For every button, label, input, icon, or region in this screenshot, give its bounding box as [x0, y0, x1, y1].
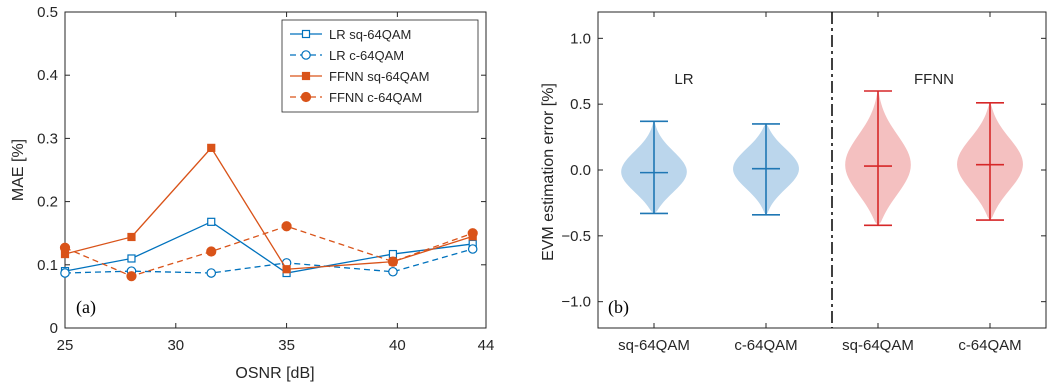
legend-marker-ffnn-sq-64qam: [301, 71, 311, 81]
chart-b-y-tick-label: 1.0: [570, 30, 591, 47]
chart-a-legend: LR sq-64QAM LR c-64QAM FFNN sq-64QAM FFNN c…: [281, 19, 479, 113]
chart-b-group-label-ffnn: FFNN: [914, 71, 954, 88]
data-point-ffnn-c-64qam: [206, 246, 217, 257]
chart-b-y-axis-label: EVM estimation error [%]: [540, 83, 557, 261]
chart-a-y-tick-label: 0.5: [37, 4, 58, 21]
data-point-ffnn-c-64qam: [467, 228, 478, 239]
legend-label-lr-c-64qam: LR c-64QAM: [329, 48, 404, 63]
chart-a-y-tick-label: 0: [50, 320, 58, 337]
legend-label-ffnn-sq-64qam: FFNN sq-64QAM: [329, 69, 429, 84]
chart-a-x-tick-label: 35: [278, 337, 295, 354]
legend-label-lr-sq-64qam: LR sq-64QAM: [329, 27, 411, 42]
chart-b-violins: [621, 90, 1023, 227]
legend-label-ffnn-c-64qam: FFNN c-64QAM: [329, 90, 422, 105]
data-point-lr-sq-64qam: [127, 254, 136, 263]
chart-a-x-tick-label: 30: [167, 337, 184, 354]
chart-b-x-tick-label: c-64QAM: [734, 337, 797, 354]
chart-b-axis-ticks: −1.0 −0.5 0.0 0.5 1.0 sq-64QAM c-64QAM sq-64QAM…: [561, 12, 1046, 354]
legend-marker-lr-sq-64qam: [301, 29, 311, 39]
data-point-lr-c-64qam: [60, 268, 70, 278]
chart-b-group-label-lr: LR: [674, 71, 693, 88]
chart-b-annotation: (b): [608, 297, 629, 318]
data-point-ffnn-c-64qam: [59, 242, 71, 253]
chart-a-y-tick-label: 0.1: [37, 257, 58, 274]
chart-b-x-tick-label: sq-64QAM: [618, 337, 690, 354]
data-point-ffnn-sq-64qam: [207, 143, 216, 152]
data-point-lr-c-64qam: [467, 244, 478, 254]
chart-a-x-tick-label: 25: [57, 337, 74, 354]
chart-b-y-tick-label: −1.0: [561, 294, 591, 311]
chart-b-y-tick-label: 0.5: [570, 96, 591, 113]
chart-b: −1.0 −0.5 0.0 0.5 1.0 sq-64QAM c-64QAM sq-64QAM…: [540, 11, 1047, 354]
data-point-ffnn-sq-64qam: [282, 265, 291, 274]
chart-a-x-tick-label: 40: [389, 337, 406, 354]
data-point-lr-sq-64qam: [388, 249, 398, 259]
data-point-lr-sq-64qam: [207, 217, 216, 226]
chart-b-x-tick-label: c-64QAM: [958, 337, 1021, 354]
chart-b-y-tick-label: 0.0: [570, 162, 591, 179]
chart-b-y-tick-label: −0.5: [561, 228, 591, 245]
data-point-ffnn-sq-64qam: [127, 232, 136, 242]
data-point-ffnn-c-64qam: [126, 271, 137, 282]
data-point-lr-c-64qam: [388, 266, 398, 277]
chart-a-y-tick-label: 0.2: [37, 194, 58, 211]
legend-marker-lr-c-64qam: [301, 50, 311, 60]
chart-a-series-group: [59, 143, 478, 282]
chart-b-x-tick-label: sq-64QAM: [842, 337, 914, 354]
chart-a-axis-ticks: 25 30 35 40 44 0 0.1 0.2 0.3 0.4 0.5: [37, 4, 494, 354]
chart-a-y-tick-label: 0.3: [37, 130, 58, 147]
data-point-ffnn-c-64qam: [387, 256, 399, 267]
data-point-ffnn-c-64qam: [281, 221, 292, 232]
chart-a-y-axis-label: MAE [%]: [10, 139, 27, 201]
legend-marker-ffnn-c-64qam: [300, 91, 312, 103]
series-line-lr-sq-64qam: [64, 221, 473, 274]
chart-a-annotation: (a): [76, 297, 96, 318]
chart-a-y-tick-label: 0.4: [37, 67, 58, 84]
data-point-lr-c-64qam: [206, 268, 217, 278]
chart-a-x-tick-label: 44: [478, 337, 495, 354]
chart-a-x-axis-label: OSNR [dB]: [235, 365, 314, 382]
series-line-ffnn-c-64qam: [64, 225, 473, 277]
